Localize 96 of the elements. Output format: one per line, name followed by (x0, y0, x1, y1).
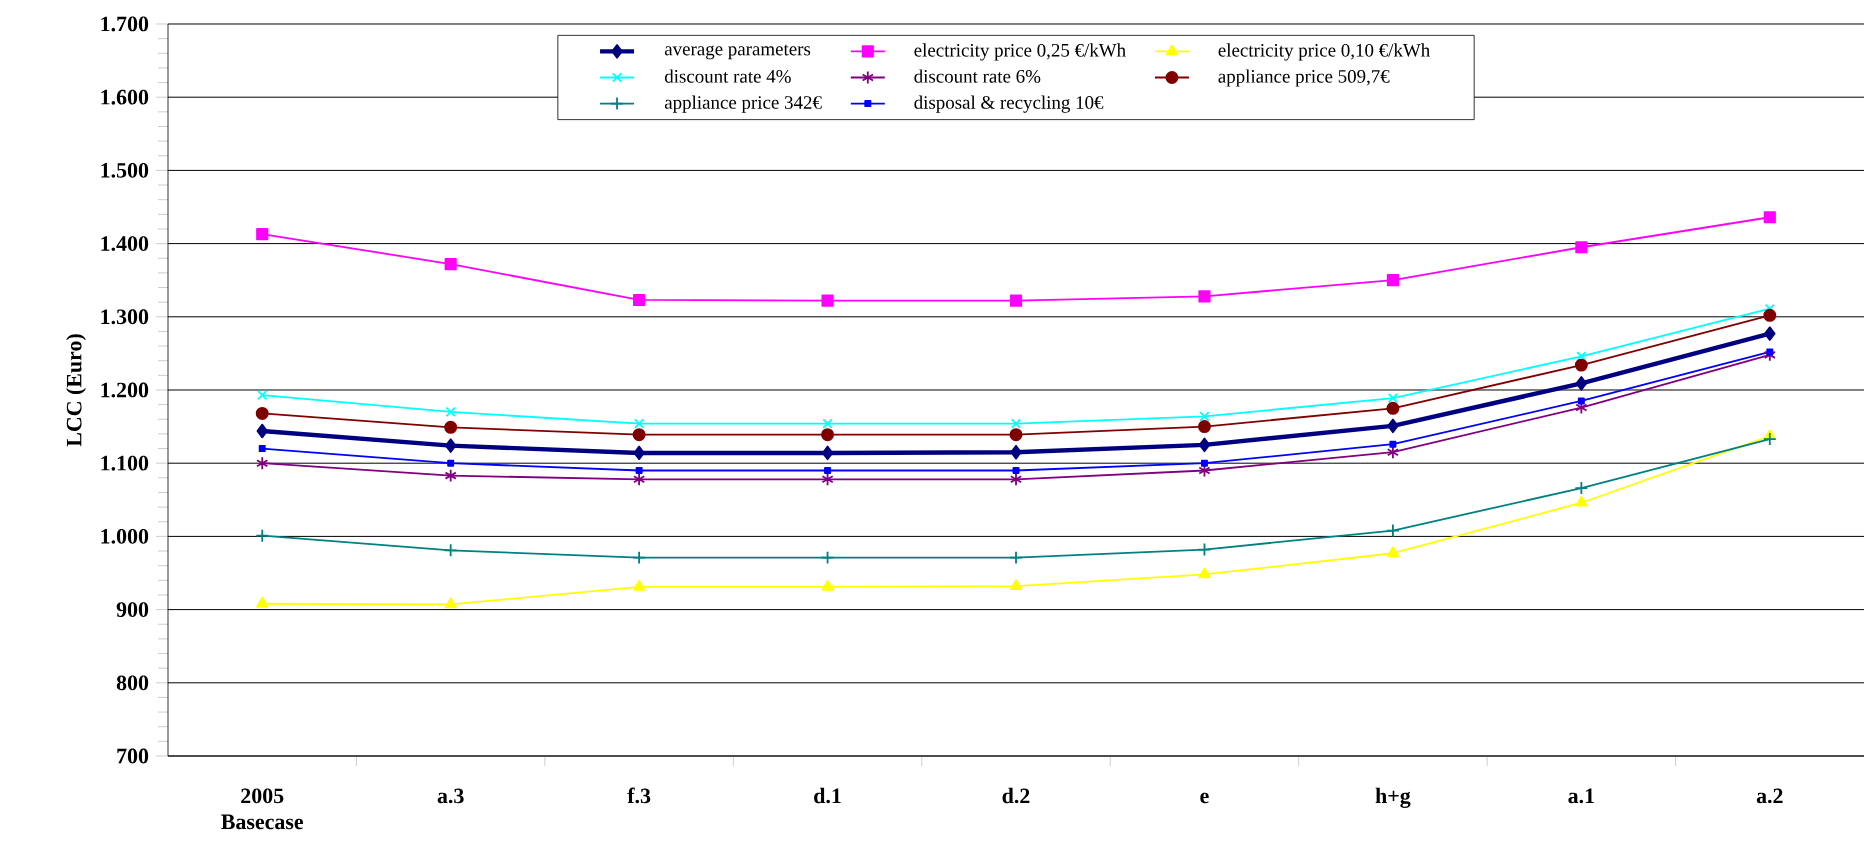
x-tick-label: 2005 Basecase (221, 788, 304, 830)
y-tick-label: 1.000 (101, 528, 149, 544)
point (1387, 392, 1399, 404)
y-axis-title: LCC (Euro) (66, 334, 86, 447)
point (256, 596, 269, 608)
y-tick-label: 1.200 (101, 382, 149, 398)
point (1764, 326, 1776, 341)
point (632, 428, 646, 442)
point (1198, 567, 1211, 579)
point (1766, 348, 1774, 356)
point (447, 459, 455, 467)
point (1010, 418, 1022, 429)
point (443, 543, 458, 558)
point (821, 472, 834, 487)
point (633, 293, 646, 307)
point (444, 420, 458, 434)
point (1200, 459, 1208, 467)
point (822, 418, 833, 429)
point (1574, 358, 1588, 372)
x-tick-label: d.2 (1002, 787, 1030, 804)
y-tick-label: 1.300 (101, 309, 149, 325)
point (1762, 432, 1777, 446)
y-tick-label: 1.100 (101, 455, 149, 471)
point (258, 445, 266, 453)
point (1197, 420, 1211, 434)
point (1575, 376, 1588, 391)
point (1577, 397, 1585, 405)
x-tick-label: a.2 (1756, 788, 1783, 804)
point (444, 468, 457, 483)
point (1386, 274, 1399, 287)
point (633, 445, 645, 461)
point (1386, 445, 1399, 460)
point (444, 597, 457, 609)
point (1009, 472, 1023, 487)
legend-label: electricity price 0,25 €/kWh (914, 43, 1126, 61)
point (444, 258, 457, 271)
point (1763, 308, 1777, 322)
point (1198, 437, 1211, 453)
point (445, 406, 456, 418)
point (821, 580, 834, 591)
point (255, 406, 269, 420)
y-tick-label: 1.600 (101, 89, 149, 105)
legend-label: electricity price 0,10 €/kWh (1218, 43, 1430, 61)
point (633, 418, 645, 429)
point (1763, 211, 1776, 224)
point (1199, 411, 1210, 422)
point (1575, 241, 1588, 254)
point (820, 550, 835, 565)
point (1198, 290, 1211, 303)
legend-label: appliance price 342€ (664, 95, 822, 113)
point (1389, 440, 1397, 448)
point (256, 456, 269, 471)
point (633, 472, 646, 487)
point (1009, 579, 1023, 591)
point (1576, 351, 1587, 362)
legend-label: appliance price 509,7€ (1218, 69, 1390, 87)
point (256, 423, 268, 439)
point (255, 528, 270, 543)
point (1386, 523, 1400, 538)
point (821, 445, 834, 461)
point (256, 228, 269, 241)
point (1386, 401, 1400, 415)
point (821, 428, 835, 442)
point (1009, 550, 1023, 565)
y-tick-label: 900 (116, 602, 149, 617)
point (1386, 546, 1399, 558)
y-tick-label: 1.500 (101, 162, 149, 178)
point (1009, 294, 1023, 307)
point (632, 550, 646, 565)
x-tick-label: a.1 (1568, 788, 1594, 804)
x-tick-label: h+g (1375, 787, 1411, 808)
x-tick-label: f.3 (627, 787, 651, 804)
x-tick-label: e (1200, 792, 1209, 804)
point (633, 580, 646, 591)
point (1197, 542, 1212, 557)
point (1012, 467, 1020, 475)
point (821, 294, 834, 307)
point (444, 438, 457, 453)
legend-label: discount rate 6% (914, 69, 1041, 83)
x-tick-label: d.1 (814, 787, 841, 804)
point (1387, 418, 1399, 434)
point (1575, 495, 1588, 507)
legend-label: average parameters (664, 44, 811, 60)
point (824, 467, 832, 475)
point (257, 389, 268, 401)
point (1010, 444, 1022, 460)
x-tick-label: a.3 (437, 788, 464, 804)
y-tick-label: 700 (117, 748, 149, 764)
point (1574, 481, 1589, 495)
legend-label: disposal & recycling 10€ (914, 95, 1104, 113)
point (1009, 428, 1023, 442)
y-tick-label: 1.400 (101, 236, 149, 252)
y-tick-label: 800 (116, 675, 149, 691)
y-tick-label: 1.700 (101, 16, 149, 32)
legend-label: discount rate 4% (664, 69, 791, 83)
point (635, 467, 643, 475)
